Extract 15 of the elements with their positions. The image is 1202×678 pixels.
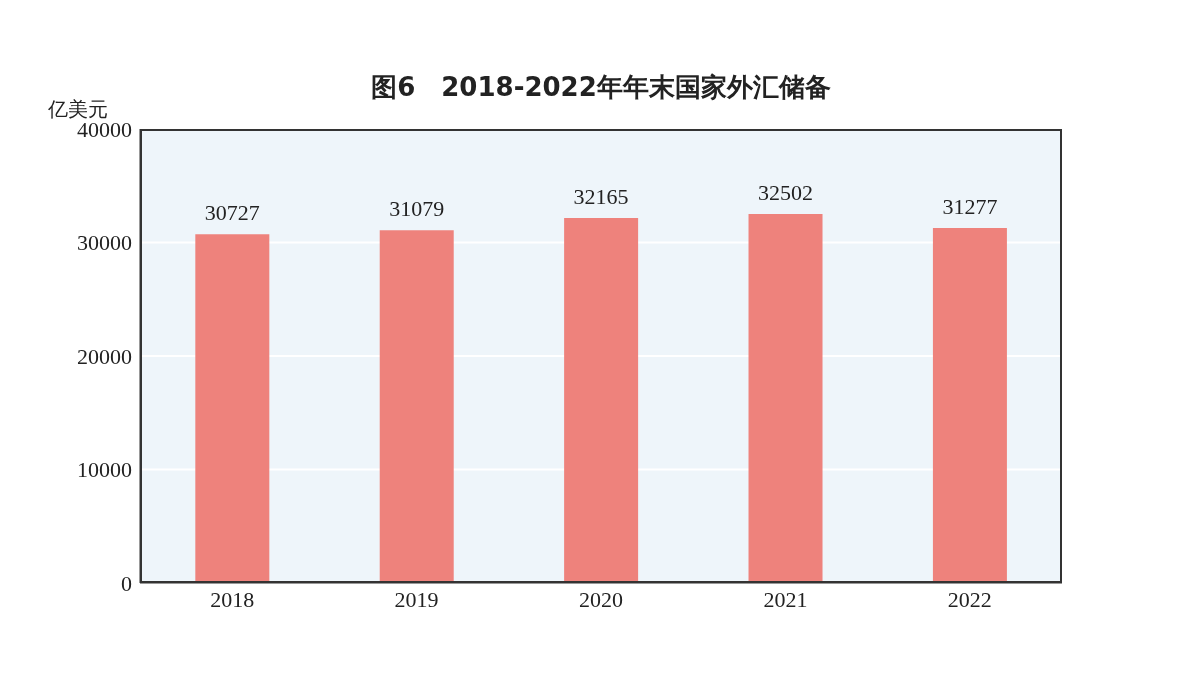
x-tick-label: 2019 [394, 586, 439, 612]
chart-title: 图6 2018-2022年年末国家外汇储备 [371, 72, 831, 102]
data-label: 30727 [204, 200, 260, 226]
y-tick-label: 0 [121, 570, 132, 596]
x-tick-label: 2018 [210, 586, 255, 612]
y-tick-label: 20000 [77, 343, 132, 369]
data-label: 32502 [758, 180, 814, 206]
data-label: 32165 [573, 183, 629, 209]
data-label: 31277 [942, 194, 998, 220]
y-tick-label: 30000 [77, 230, 132, 256]
x-tick-label: 2020 [579, 586, 623, 612]
x-tick-label: 2022 [947, 586, 992, 612]
y-tick-label: 10000 [77, 457, 132, 483]
data-label: 31079 [389, 196, 445, 222]
x-tick-label: 2021 [763, 586, 808, 612]
